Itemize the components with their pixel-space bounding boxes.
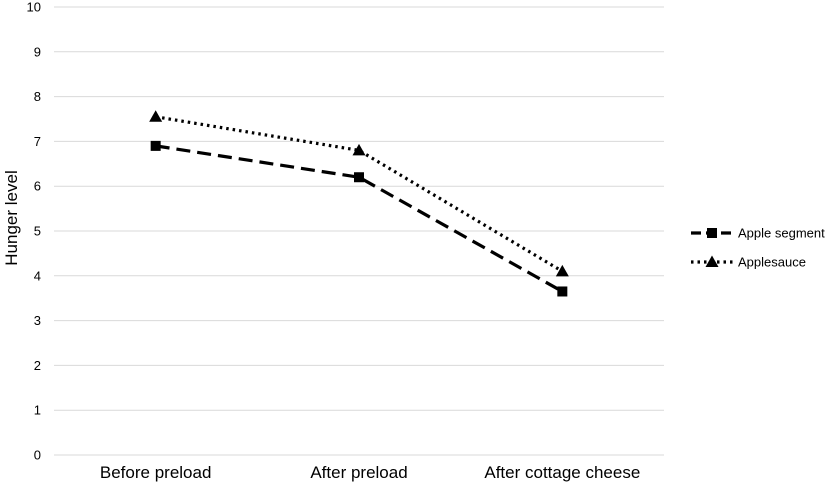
y-tick-label: 3 xyxy=(34,313,41,328)
legend-marker xyxy=(707,228,717,238)
x-tick-labels: Before preload After preload After cottage… xyxy=(100,463,640,482)
series-line-applesauce xyxy=(155,115,564,273)
data-point xyxy=(150,140,161,151)
legend: Apple segment Applesauce xyxy=(691,226,825,270)
y-tick-labels: 0 1 2 3 4 5 6 7 8 9 10 xyxy=(27,0,41,463)
y-tick-label: 1 xyxy=(34,403,41,418)
legend-label: Apple segment xyxy=(738,226,825,241)
y-tick-label: 2 xyxy=(34,358,41,373)
y-axis-title: Hunger level xyxy=(2,170,21,265)
gridlines xyxy=(54,6,664,456)
legend-marker xyxy=(705,255,719,267)
legend-label: Applesauce xyxy=(738,255,806,270)
y-tick-label: 6 xyxy=(34,179,41,194)
series xyxy=(149,110,569,297)
y-tick-label: 4 xyxy=(34,268,41,283)
x-tick-label: After cottage cheese xyxy=(484,463,640,482)
x-tick-label: Before preload xyxy=(100,463,212,482)
y-tick-label: 7 xyxy=(34,134,41,149)
y-tick-label: 8 xyxy=(34,89,41,104)
y-tick-label: 9 xyxy=(34,44,41,59)
data-point xyxy=(354,172,364,183)
data-point xyxy=(557,286,568,297)
data-point xyxy=(352,143,366,156)
series-line-apple-segment xyxy=(155,144,564,293)
y-tick-label: 10 xyxy=(27,0,41,15)
data-point xyxy=(149,110,163,122)
x-tick-label: After preload xyxy=(310,463,407,482)
data-point xyxy=(555,264,569,277)
y-tick-label: 0 xyxy=(34,448,41,463)
y-tick-label: 5 xyxy=(34,224,41,239)
